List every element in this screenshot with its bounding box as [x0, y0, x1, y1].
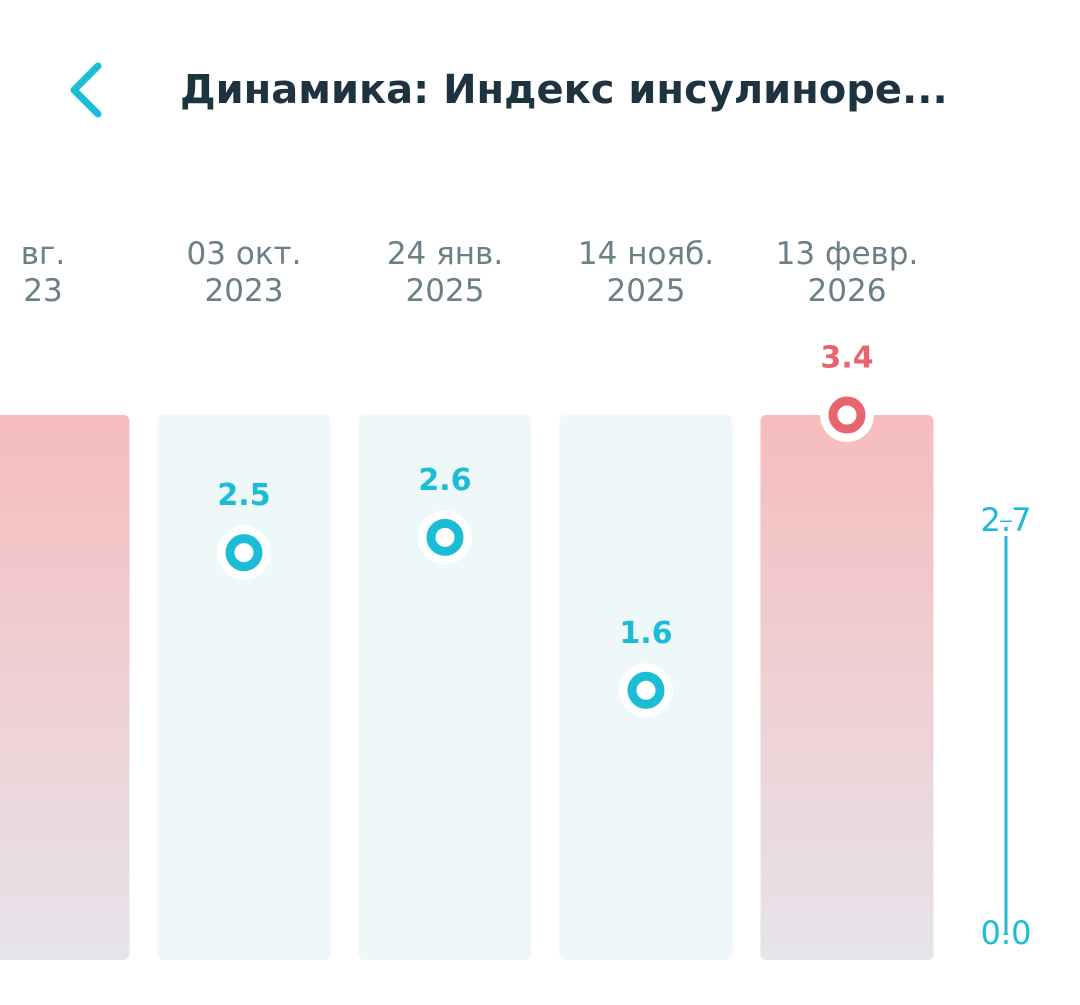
data-point — [426, 518, 464, 556]
data-point — [627, 671, 665, 709]
column — [358, 415, 532, 960]
column — [157, 415, 331, 960]
back-button[interactable] — [70, 62, 102, 118]
x-tick-label: 24 янв. 2025 — [387, 236, 503, 309]
plot: 0.0 2.7 вг. 23 03 окт. 2023 2.5 24 янв. 2025 2.6 1… — [0, 236, 1036, 960]
x-tick-label: 13 февр. 2026 — [776, 236, 919, 309]
value-label: 1.6 — [619, 616, 672, 651]
column — [760, 415, 934, 960]
y-tick-label: 0.0 — [981, 914, 1032, 952]
data-point — [225, 534, 263, 572]
x-tick-label: 03 окт. 2023 — [187, 236, 302, 309]
data-point — [828, 396, 866, 434]
value-label: 2.5 — [217, 478, 270, 513]
x-tick-label: 14 нояб. 2025 — [578, 236, 714, 309]
page-title: Динамика: Индекс инсулиноре... — [180, 67, 948, 113]
column — [0, 415, 130, 960]
y-tick-label: 2.7 — [981, 501, 1032, 539]
value-label: 3.4 — [820, 341, 873, 376]
x-tick-label: вг. 23 — [21, 236, 65, 309]
value-label: 2.6 — [418, 463, 471, 498]
